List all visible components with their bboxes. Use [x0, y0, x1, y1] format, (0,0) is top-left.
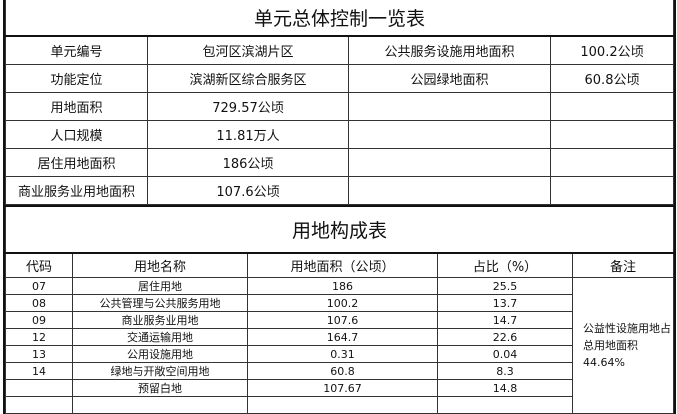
summary-row: 商业服务业用地面积 107.6公顷	[5, 176, 674, 205]
percent-cell: 8.3	[437, 362, 573, 380]
summary-row: 功能定位 滨湖新区综合服务区 公园绿地面积 60.8公顷	[5, 64, 674, 93]
percent-cell: 14.7	[437, 311, 573, 329]
field-label: 单元编号	[5, 35, 148, 65]
percent-cell: 0.04	[437, 345, 573, 363]
field-value: 滨湖新区综合服务区	[147, 64, 349, 93]
document: 单元总体控制一览表 单元编号 包河区滨湖片区 公共服务设施用地面积 100.2公顷 功能…	[3, 0, 676, 414]
code-cell	[5, 379, 73, 397]
field-value	[550, 120, 674, 149]
name-cell: 预留白地	[72, 379, 248, 397]
field-value: 100.2公顷	[550, 35, 674, 65]
name-cell: 绿地与开敞空间用地	[72, 362, 248, 380]
summary-row: 单元编号 包河区滨湖片区 公共服务设施用地面积 100.2公顷	[5, 35, 674, 65]
field-value: 729.57公顷	[147, 92, 349, 121]
code-cell: 14	[5, 362, 73, 380]
name-cell: 商业服务业用地	[72, 311, 248, 329]
table-row: 07 居住用地 186 25.5 公益性设施用地占总用地面积44.64%	[5, 277, 674, 414]
field-value: 186公顷	[147, 148, 349, 177]
field-label: 用地面积	[5, 92, 148, 121]
field-label: 公园绿地面积	[348, 64, 551, 93]
composition-title: 用地构成表	[5, 205, 674, 254]
field-label	[348, 120, 551, 149]
field-value: 60.8公顷	[550, 64, 674, 93]
code-cell	[5, 396, 73, 414]
area-cell: 60.8	[247, 362, 438, 380]
percent-cell: 13.7	[437, 294, 573, 312]
field-value	[550, 148, 674, 177]
table-row: 14 绿地与开敞空间用地 60.8 8.3	[5, 362, 674, 380]
percent-cell: 22.6	[437, 328, 573, 346]
column-header: 代码	[5, 252, 73, 278]
column-header: 用地名称	[72, 252, 248, 278]
area-cell: 107.6	[247, 311, 438, 329]
code-cell: 08	[5, 294, 73, 312]
name-cell: 公共管理与公共服务用地	[72, 294, 248, 312]
area-cell	[247, 396, 438, 414]
summary-row: 人口规模 11.81万人	[5, 120, 674, 149]
summary-title: 单元总体控制一览表	[5, 0, 674, 37]
area-cell: 107.67	[247, 379, 438, 397]
summary-table: 单元总体控制一览表 单元编号 包河区滨湖片区 公共服务设施用地面积 100.2公顷 功能…	[5, 0, 674, 205]
field-value	[550, 92, 674, 121]
field-label: 公共服务设施用地面积	[348, 35, 551, 65]
column-header: 备注	[572, 252, 674, 278]
summary-row: 用地面积 729.57公顷	[5, 92, 674, 121]
note-cell: 公益性设施用地占总用地面积44.64%	[572, 277, 674, 414]
area-cell: 186	[247, 277, 438, 295]
field-value: 11.81万人	[147, 120, 349, 149]
column-header: 占比（%）	[437, 252, 573, 278]
table-row: 12 交通运输用地 164.7 22.6	[5, 328, 674, 346]
table-row: 预留白地 107.67 14.8	[5, 379, 674, 397]
composition-table: 用地构成表 代码 用地名称 用地面积（公顷） 占比（%） 备注 07 居住用地 186 25.…	[5, 205, 674, 414]
percent-cell: 14.8	[437, 379, 573, 397]
name-cell: 交通运输用地	[72, 328, 248, 346]
code-cell: 13	[5, 345, 73, 363]
field-label	[348, 176, 551, 205]
code-cell: 12	[5, 328, 73, 346]
field-value: 107.6公顷	[147, 176, 349, 205]
code-cell: 09	[5, 311, 73, 329]
field-label: 人口规模	[5, 120, 148, 149]
field-value: 包河区滨湖片区	[147, 35, 349, 65]
code-cell: 07	[5, 277, 73, 295]
area-cell: 100.2	[247, 294, 438, 312]
percent-cell: 25.5	[437, 277, 573, 295]
field-value	[550, 176, 674, 205]
column-header: 用地面积（公顷）	[247, 252, 438, 278]
name-cell	[72, 396, 248, 414]
field-label: 功能定位	[5, 64, 148, 93]
area-cell: 164.7	[247, 328, 438, 346]
summary-row: 居住用地面积 186公顷	[5, 148, 674, 177]
name-cell: 公用设施用地	[72, 345, 248, 363]
field-label: 居住用地面积	[5, 148, 148, 177]
name-cell: 居住用地	[72, 277, 248, 295]
area-cell: 0.31	[247, 345, 438, 363]
field-label	[348, 148, 551, 177]
percent-cell	[437, 396, 573, 414]
field-label: 商业服务业用地面积	[5, 176, 148, 205]
field-label	[348, 92, 551, 121]
table-row: 13 公用设施用地 0.31 0.04	[5, 345, 674, 363]
